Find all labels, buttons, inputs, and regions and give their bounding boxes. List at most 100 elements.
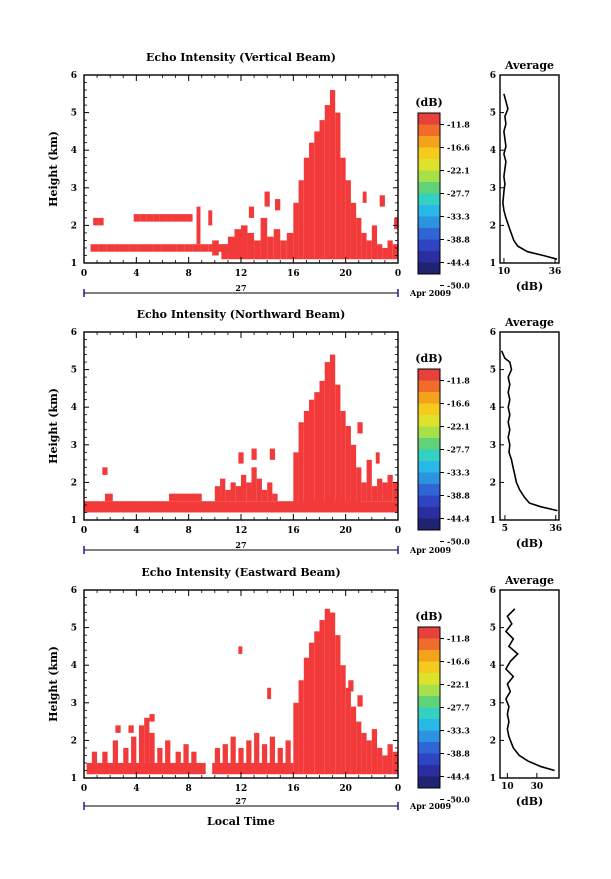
colorbar-segment <box>418 136 440 148</box>
echo-cell <box>340 157 346 260</box>
echo-cell <box>230 482 236 502</box>
avg-y-tick-label: 5 <box>490 366 496 376</box>
colorbar-segment <box>418 730 440 742</box>
echo-cell <box>324 362 330 509</box>
avg-x-axis-label: (dB) <box>516 280 543 293</box>
echo-cell <box>345 180 351 260</box>
echo-cell <box>356 217 362 260</box>
colorbar-segment <box>418 449 440 461</box>
panel-title: Echo Intensity (Vertical Beam) <box>146 51 336 64</box>
echo-cell <box>314 631 320 775</box>
x-tick-label: 20 <box>339 784 352 794</box>
y-axis-label: Height (km) <box>47 646 60 722</box>
echo-cell <box>309 642 315 775</box>
colorbar-unit: (dB) <box>415 610 442 623</box>
x-tick-label: 0 <box>395 526 401 536</box>
echo-cell <box>273 229 281 260</box>
colorbar-segment <box>418 627 440 639</box>
y-tick-label: 3 <box>71 184 77 194</box>
echo-cell <box>140 214 147 222</box>
colorbar-label: -11.8 <box>447 120 470 130</box>
colorbar-segment <box>418 216 440 228</box>
colorbar-label: -22.1 <box>447 680 470 690</box>
day-label: 27 <box>235 796 246 806</box>
x-tick-label: 0 <box>395 784 401 794</box>
avg-y-tick-label: 1 <box>490 774 496 784</box>
echo-cell <box>350 202 357 260</box>
average-frame <box>499 589 560 779</box>
echo-cell <box>159 214 167 222</box>
colorbar-segment <box>418 461 440 473</box>
echo-cell <box>186 214 193 222</box>
echo-cell <box>377 747 383 775</box>
avg-x-tick-label: 10 <box>501 782 514 792</box>
echo-cell <box>102 467 108 475</box>
echo-cell <box>293 452 299 509</box>
avg-y-tick-label: 5 <box>490 624 496 634</box>
x-tick-label: 0 <box>81 269 87 279</box>
echo-cell <box>84 501 398 513</box>
echo-cell <box>319 620 325 775</box>
colorbar-segment <box>418 742 440 754</box>
colorbar-segment <box>418 776 440 788</box>
echo-cell <box>314 131 320 260</box>
x-tick-label: 8 <box>186 784 192 794</box>
x-tick-label: 8 <box>186 269 192 279</box>
colorbar-segment <box>418 239 440 251</box>
echo-cell <box>366 740 372 775</box>
colorbar-segment <box>418 438 440 450</box>
echo-cell <box>241 225 248 260</box>
avg-y-tick-label: 6 <box>490 328 496 338</box>
echo-cell <box>184 244 193 252</box>
echo-cell <box>356 721 362 775</box>
colorbar-label: -27.7 <box>447 445 470 455</box>
colorbar-label: -50.0 <box>447 537 470 547</box>
echo-cell <box>222 744 228 763</box>
echo-cell <box>387 240 393 260</box>
echo-cell <box>361 482 367 502</box>
avg-y-tick-label: 6 <box>490 71 496 81</box>
colorbar-segment <box>418 638 440 650</box>
average-title: Average <box>504 59 554 72</box>
colorbar-label: -33.3 <box>447 468 470 478</box>
colorbar-segment <box>418 262 440 274</box>
echo-cell <box>149 714 155 722</box>
echo-cell <box>146 214 154 222</box>
echo-cell <box>335 635 341 775</box>
echo-cell <box>161 244 170 252</box>
avg-y-tick-label: 3 <box>490 699 496 709</box>
echo-cell <box>272 493 278 502</box>
echo-cell <box>335 384 341 509</box>
echo-cell <box>377 244 383 260</box>
colorbar-segment <box>418 518 440 530</box>
avg-x-tick-label: 36 <box>549 267 562 277</box>
echo-cell <box>153 244 162 252</box>
colorbar-segment <box>418 392 440 404</box>
echo-cell <box>392 482 398 502</box>
echo-cell <box>377 478 383 502</box>
colorbar-segment <box>418 765 440 777</box>
echo-cell <box>356 467 362 509</box>
colorbar-segment <box>418 673 440 685</box>
colorbar-segment <box>418 403 440 415</box>
echo-cell <box>238 646 243 654</box>
echo-cell <box>254 240 261 260</box>
colorbar-label: -44.4 <box>447 514 470 524</box>
y-tick-label: 6 <box>71 71 77 81</box>
echo-cell <box>179 214 187 222</box>
x-tick-label: 8 <box>186 526 192 536</box>
echo-cell <box>298 422 304 509</box>
echo-cell <box>157 747 163 763</box>
y-axis-label: Height (km) <box>47 388 60 464</box>
echo-cell <box>241 474 247 502</box>
echo-cell <box>382 755 388 775</box>
echo-cell <box>267 482 273 502</box>
colorbar-segment <box>418 182 440 194</box>
echo-cell <box>261 489 268 502</box>
colorbar-segment <box>418 251 440 263</box>
colorbar-unit: (dB) <box>415 96 442 109</box>
panel-title: Echo Intensity (Northward Beam) <box>137 308 346 321</box>
y-tick-label: 1 <box>71 259 77 269</box>
echo-cell <box>112 740 119 763</box>
